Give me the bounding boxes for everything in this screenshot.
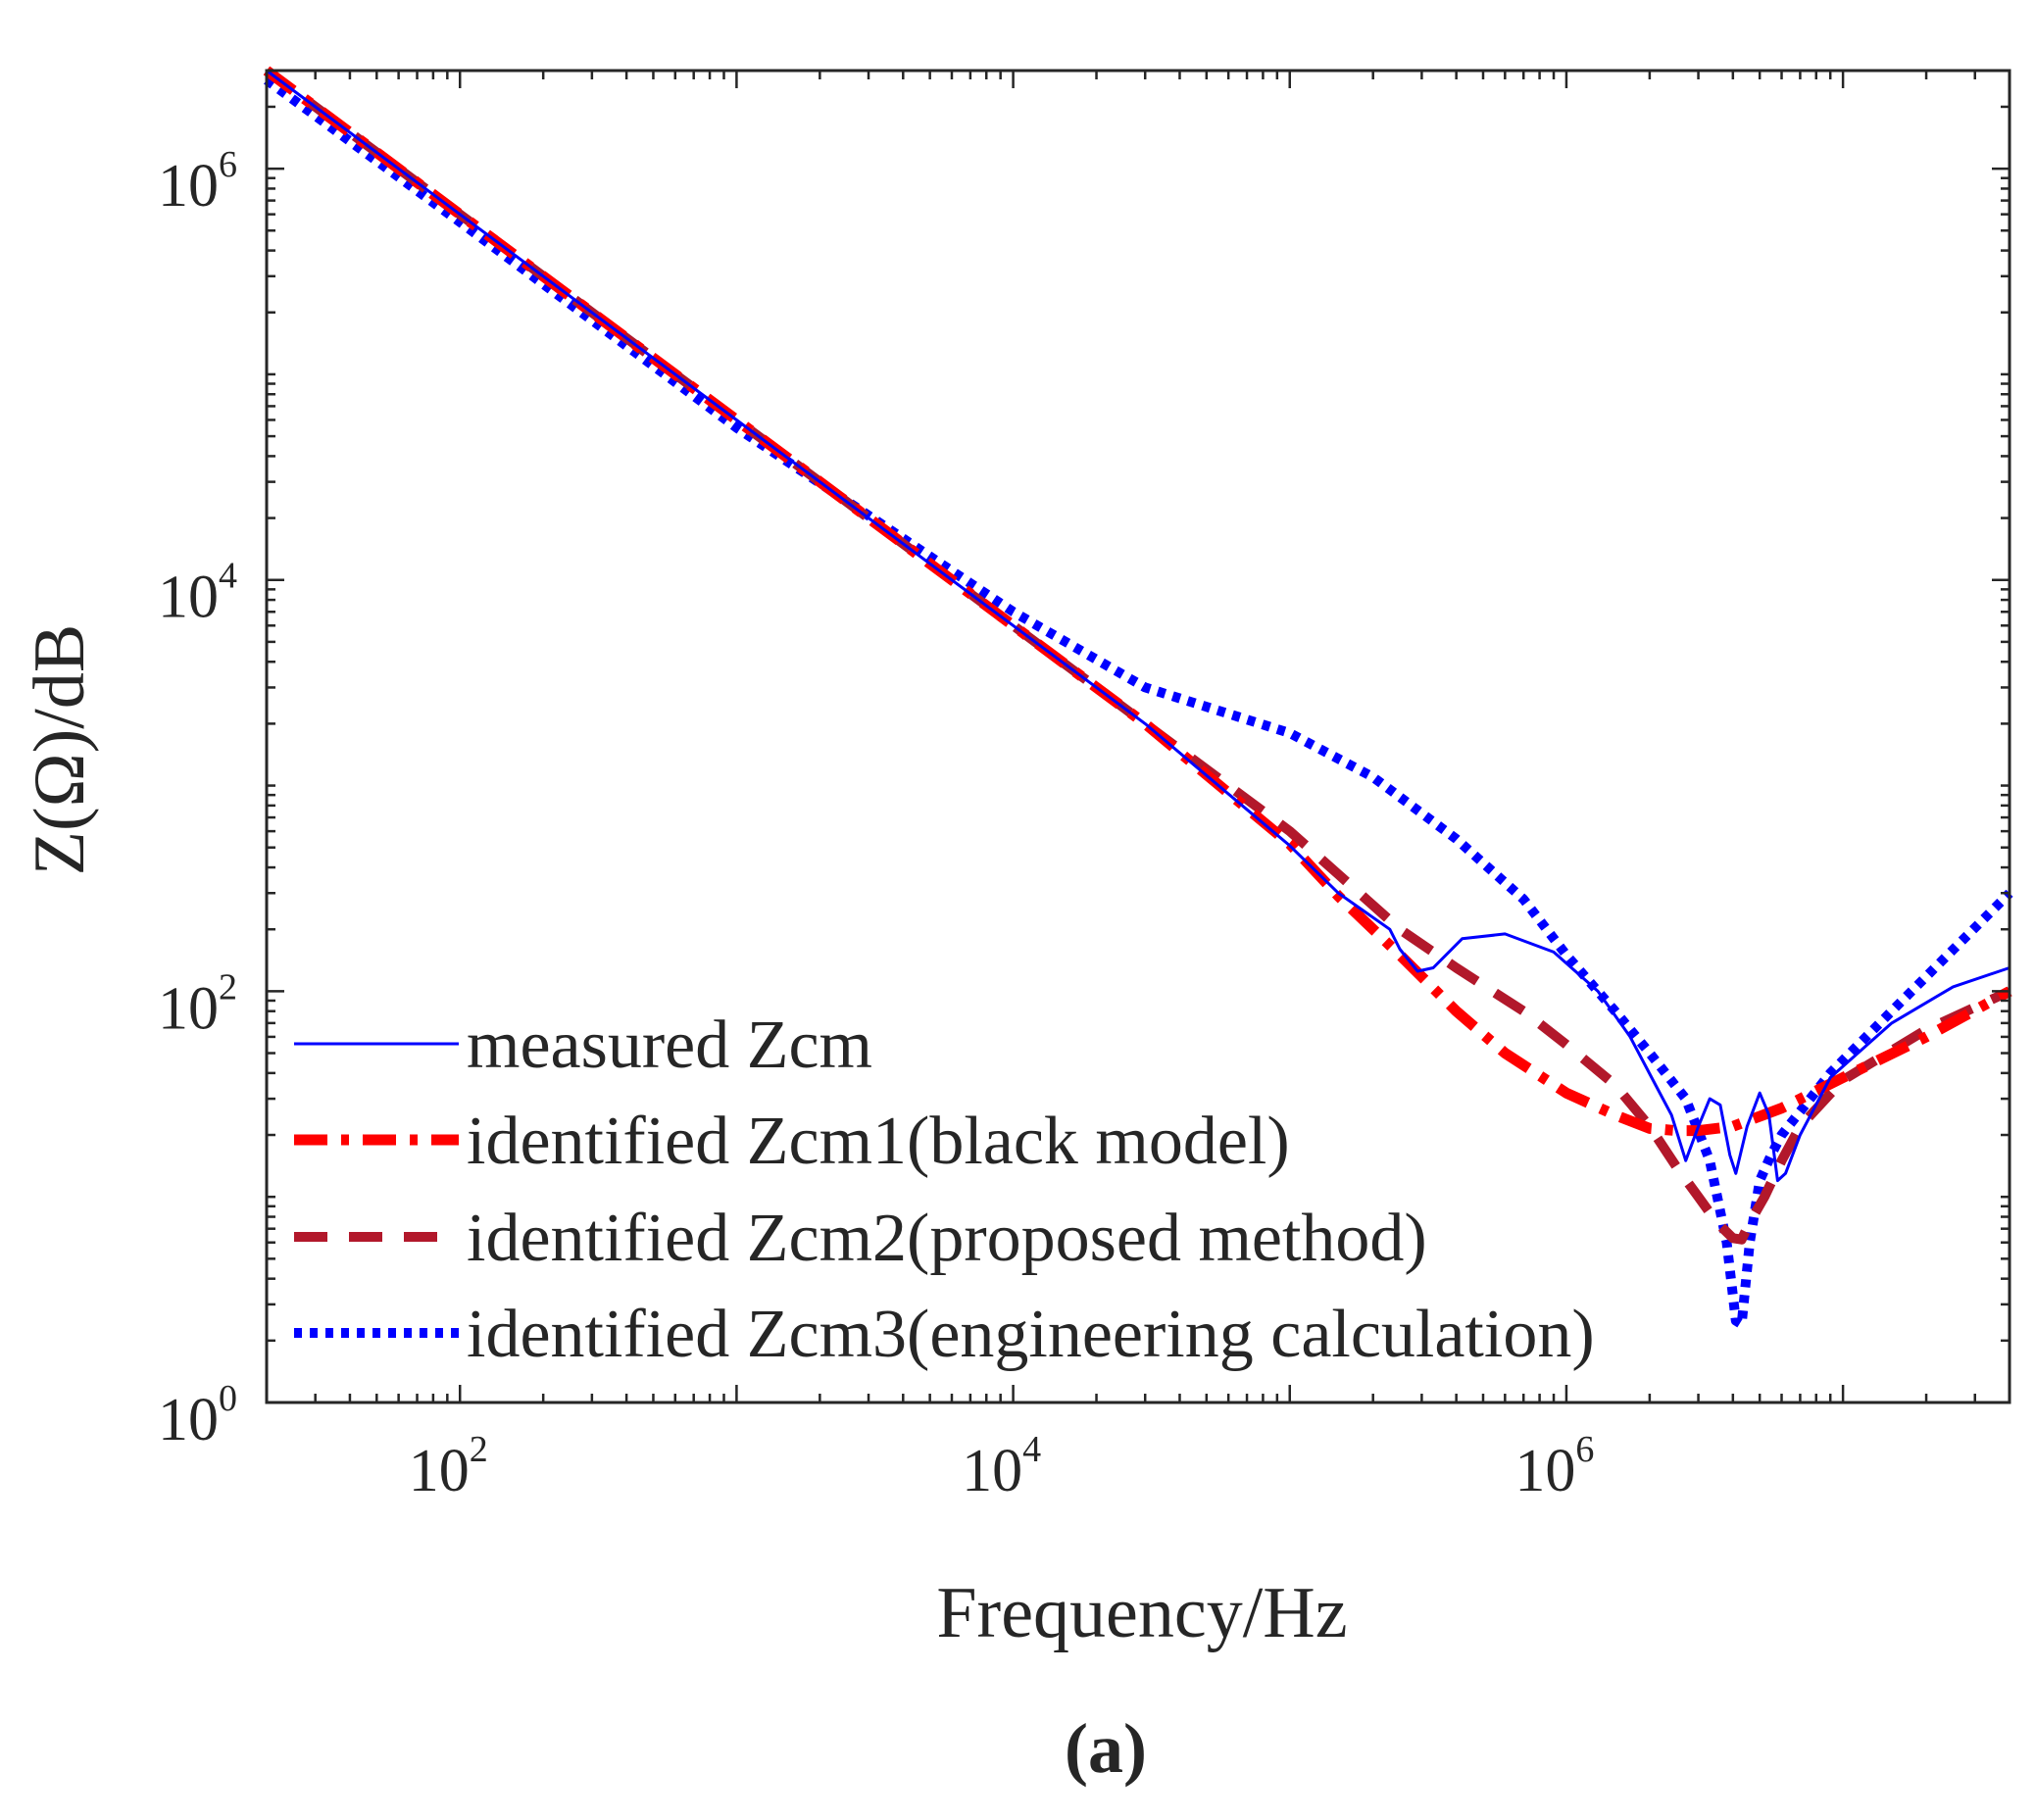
legend-label: identified Zcm2(proposed method): [467, 1201, 1427, 1276]
x-tick-label: 106: [1514, 1429, 1594, 1504]
legend-entry-zcm1: identified Zcm1(black model): [294, 1104, 1290, 1179]
series-zcm3-engineering-calculation: [264, 75, 2013, 1330]
x-tick-label: 102: [409, 1429, 488, 1504]
series-layer: [263, 66, 2013, 1330]
series-zcm2-proposed-method: [264, 66, 2012, 1245]
legend-entry-zcm3: identified Zcm3(engineering calculation): [294, 1297, 1595, 1372]
legend: measured Zcm identified Zcm1(black model)…: [294, 1008, 1595, 1372]
series-zcm1-black-model: [263, 66, 2012, 1137]
y-tick-label: 104: [158, 556, 237, 631]
figure-caption: (a): [1065, 1709, 1147, 1788]
x-tick-labels: 102 104 106: [409, 1429, 1595, 1504]
series-measured-zcm: [266, 69, 2010, 1183]
y-tick-label: 100: [158, 1378, 237, 1453]
legend-entry-zcm2: identified Zcm2(proposed method): [294, 1201, 1427, 1276]
figure-caption-letter: a: [1088, 1709, 1123, 1788]
x-tick-label: 104: [962, 1429, 1041, 1504]
legend-label: identified Zcm3(engineering calculation): [467, 1297, 1595, 1372]
y-tick-label: 102: [158, 966, 237, 1042]
legend-label: identified Zcm1(black model): [467, 1104, 1290, 1179]
legend-entry-measured-zcm: measured Zcm: [294, 1008, 872, 1083]
y-tick-labels: 100 102 104 106: [158, 144, 237, 1453]
plot-frame: [265, 69, 2011, 1404]
y-tick-label: 106: [158, 144, 237, 220]
legend-label: measured Zcm: [467, 1008, 872, 1083]
x-axis-label: Frequency/Hz: [936, 1573, 1347, 1653]
y-axis-label: Z(Ω)/dB: [20, 624, 100, 875]
